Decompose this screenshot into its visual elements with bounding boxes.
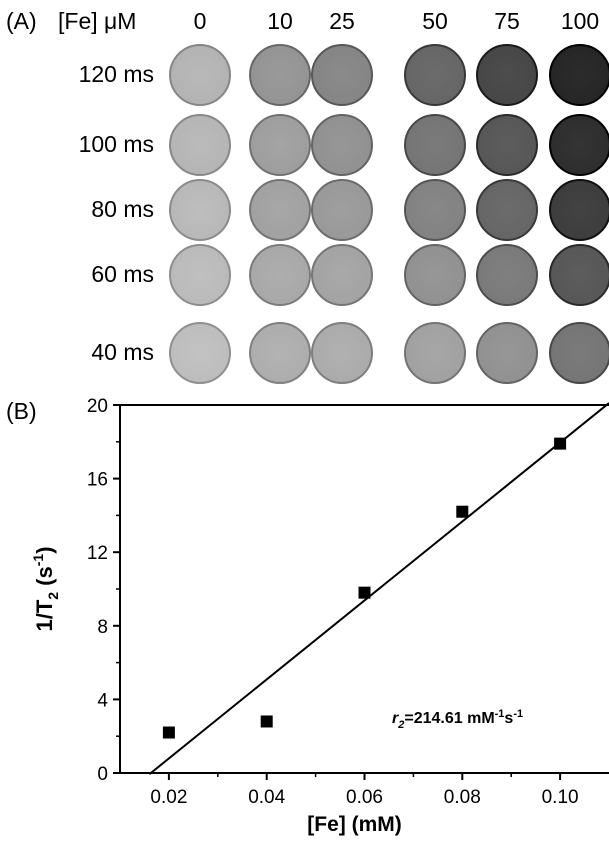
concentration-header: [Fe] μM bbox=[58, 8, 137, 34]
panel-b-label: (B) bbox=[6, 398, 37, 424]
phantom-well bbox=[476, 244, 538, 306]
x-axis-label: [Fe] (mM) bbox=[307, 813, 401, 836]
phantom-well bbox=[404, 44, 466, 106]
echo-time-label: 120 ms bbox=[78, 61, 154, 87]
echo-time-label: 60 ms bbox=[91, 261, 154, 287]
phantom-well bbox=[549, 244, 609, 306]
phantom-well bbox=[169, 179, 231, 241]
echo-time-label: 40 ms bbox=[91, 339, 154, 365]
phantom-well bbox=[404, 322, 466, 384]
concentration-label: 75 bbox=[494, 8, 520, 34]
x-tick-label: 0.08 bbox=[444, 787, 481, 808]
phantom-well bbox=[476, 322, 538, 384]
concentration-label: 10 bbox=[267, 8, 293, 34]
phantom-well bbox=[404, 114, 466, 176]
y-tick-label: 16 bbox=[87, 470, 108, 491]
y-tick-label: 8 bbox=[97, 617, 108, 638]
phantom-well bbox=[404, 244, 466, 306]
phantom-well-grid bbox=[0, 0, 609, 395]
y-tick-label: 0 bbox=[97, 764, 108, 785]
x-tick-label: 0.02 bbox=[150, 787, 187, 808]
y-tick-label: 20 bbox=[87, 396, 108, 417]
data-point bbox=[554, 437, 567, 450]
phantom-well bbox=[311, 114, 373, 176]
concentration-label: 50 bbox=[422, 8, 448, 34]
x-tick-label: 0.10 bbox=[542, 787, 579, 808]
phantom-well bbox=[311, 244, 373, 306]
phantom-well bbox=[169, 114, 231, 176]
phantom-well bbox=[549, 114, 609, 176]
phantom-well bbox=[404, 179, 466, 241]
phantom-well bbox=[249, 44, 311, 106]
y-tick-label: 4 bbox=[97, 690, 108, 711]
echo-time-label: 100 ms bbox=[78, 131, 154, 157]
phantom-well bbox=[169, 322, 231, 384]
phantom-well bbox=[549, 179, 609, 241]
fit-line bbox=[148, 402, 609, 775]
phantom-well bbox=[549, 322, 609, 384]
phantom-well bbox=[169, 44, 231, 106]
phantom-well bbox=[476, 114, 538, 176]
data-point bbox=[456, 505, 469, 518]
phantom-well bbox=[476, 44, 538, 106]
phantom-well bbox=[169, 244, 231, 306]
data-point bbox=[162, 726, 175, 739]
y-tick-label: 12 bbox=[87, 543, 108, 564]
concentration-label: 100 bbox=[560, 8, 600, 34]
phantom-well bbox=[249, 244, 311, 306]
phantom-well bbox=[249, 322, 311, 384]
phantom-well bbox=[311, 44, 373, 106]
phantom-well bbox=[311, 322, 373, 384]
x-tick-label: 0.06 bbox=[346, 787, 383, 808]
panel-a-label: (A) bbox=[6, 8, 37, 34]
y-axis-label: 1/T2 (s-1) bbox=[30, 546, 61, 631]
x-tick-label: 0.04 bbox=[248, 787, 285, 808]
phantom-well bbox=[549, 44, 609, 106]
data-point bbox=[260, 715, 273, 728]
echo-time-label: 80 ms bbox=[91, 196, 154, 222]
relaxivity-annotation: r2=214.61 mM-1s-1 bbox=[392, 708, 523, 731]
concentration-label: 0 bbox=[193, 8, 207, 34]
relaxivity-scatter-chart: 0 4 8 12 16 20 0.02 0.04 0.06 0.08 0.10 [Fe] (mM) 1/… bbox=[30, 396, 609, 836]
data-point bbox=[358, 586, 371, 599]
phantom-well bbox=[249, 114, 311, 176]
concentration-label: 25 bbox=[329, 8, 355, 34]
phantom-well bbox=[249, 179, 311, 241]
phantom-well bbox=[476, 179, 538, 241]
phantom-well bbox=[311, 179, 373, 241]
